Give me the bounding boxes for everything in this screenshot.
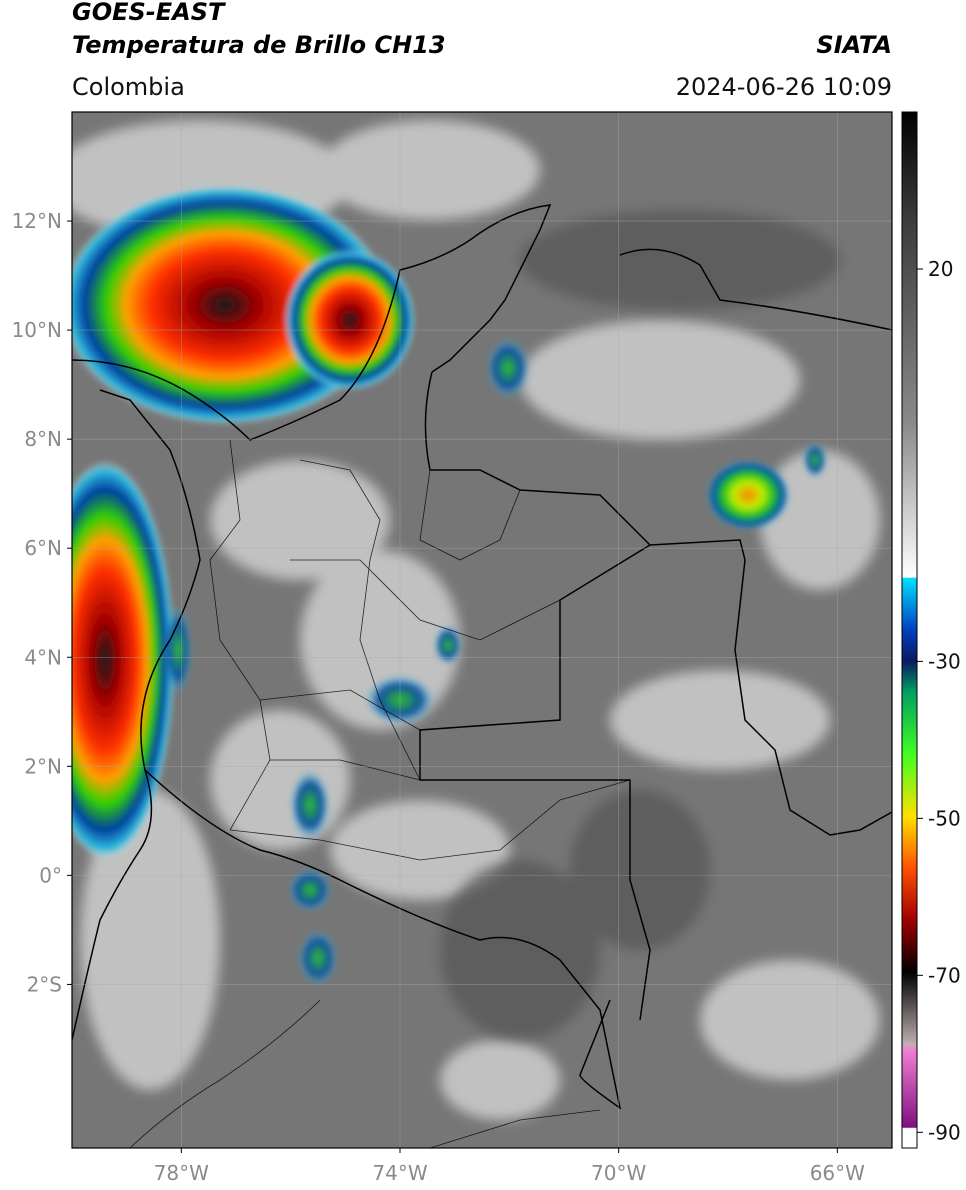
colorbar-tick-label: -30 [928,649,961,673]
colorbar-tick-label: -70 [928,963,961,987]
map-frame [71,111,893,1149]
title: GOES-EAST [72,0,226,26]
datetime: 2024-06-26 10:09 [676,73,892,101]
x-tick-label: 74°W [372,1161,427,1185]
colorbar-tick-label: 20 [928,257,953,281]
y-tick-label: 10°N [12,318,62,342]
y-tick-label: 2°S [27,972,62,996]
y-tick-label: 12°N [12,209,62,233]
x-tick-label: 66°W [810,1161,865,1185]
region: Colombia [72,73,185,101]
y-tick-label: 0° [39,863,62,887]
colorbar [901,111,918,1149]
x-tick-label: 78°W [154,1161,209,1185]
colorbar-tick-label: -50 [928,806,961,830]
x-tick-label: 70°W [591,1161,646,1185]
source: SIATA [816,31,892,59]
subtitle: Temperatura de Brillo CH13 [72,31,446,59]
y-tick-label: 2°N [24,754,62,778]
y-tick-label: 8°N [24,427,62,451]
colorbar-tick-label: -90 [928,1120,961,1144]
y-tick-label: 6°N [24,536,62,560]
y-tick-label: 4°N [24,645,62,669]
satellite-image [72,112,892,1148]
graticule [72,112,892,1148]
